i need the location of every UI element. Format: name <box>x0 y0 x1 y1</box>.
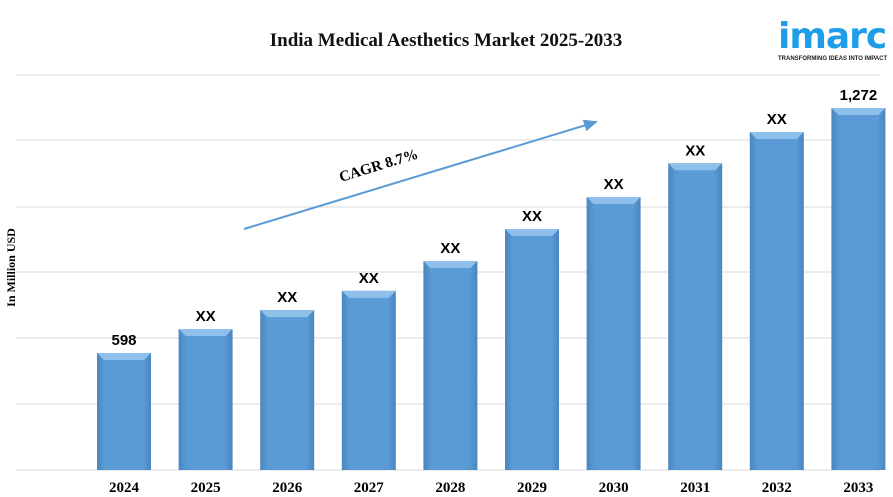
bar-bevel <box>749 131 804 139</box>
x-tick-label: 2026 <box>272 480 303 496</box>
data-label: XX <box>196 308 216 325</box>
x-tick-label: 2033 <box>843 480 873 496</box>
cagr-arrow <box>243 119 598 230</box>
x-tick-label: 2030 <box>599 480 629 496</box>
x-tick-label: 2029 <box>517 480 547 496</box>
x-tick-label: 2031 <box>680 480 710 496</box>
data-label: XX <box>685 142 705 159</box>
data-label: XX <box>604 176 624 193</box>
bar-2029 <box>505 229 559 470</box>
x-tick-label: 2027 <box>354 480 385 496</box>
bar-bevel <box>423 261 478 269</box>
x-tick-label: 2025 <box>191 480 221 496</box>
data-label: XX <box>277 289 297 306</box>
data-label: 1,272 <box>840 87 878 104</box>
x-tick-label: 2028 <box>435 480 465 496</box>
logo-word: imarc <box>778 16 887 57</box>
data-label: XX <box>359 270 379 287</box>
chart-title: India Medical Aesthetics Market 2025-203… <box>269 30 623 51</box>
data-label: XX <box>440 240 460 257</box>
bar-2032 <box>749 131 804 471</box>
bar-bevel <box>831 108 886 115</box>
bar-2031 <box>668 163 723 470</box>
bar-2030 <box>586 197 641 470</box>
data-label: XX <box>767 111 787 128</box>
data-label: 598 <box>111 332 136 349</box>
bar-bevel <box>178 329 233 337</box>
x-tick-label: 2032 <box>762 480 792 496</box>
data-label: XX <box>522 208 542 225</box>
bar-bevel <box>668 163 723 171</box>
bar-2028 <box>423 261 478 470</box>
bar-bevel <box>260 310 315 318</box>
bar-2027 <box>341 290 396 470</box>
logo-tagline: TRANSFORMING IDEAS INTO IMPACT <box>778 56 888 62</box>
x-tick-label: 2024 <box>109 480 140 496</box>
bar-2033 <box>831 108 886 470</box>
bar-2024 <box>97 353 151 470</box>
bar-bevel <box>586 197 641 205</box>
bar-bevel <box>341 290 396 298</box>
bar-bevel <box>505 229 559 237</box>
imarc-logo: imarc TRANSFORMING IDEAS INTO IMPACT <box>778 16 890 63</box>
bar-2025 <box>178 329 233 470</box>
bar-2026 <box>260 310 315 470</box>
bar-bevel <box>97 353 151 360</box>
